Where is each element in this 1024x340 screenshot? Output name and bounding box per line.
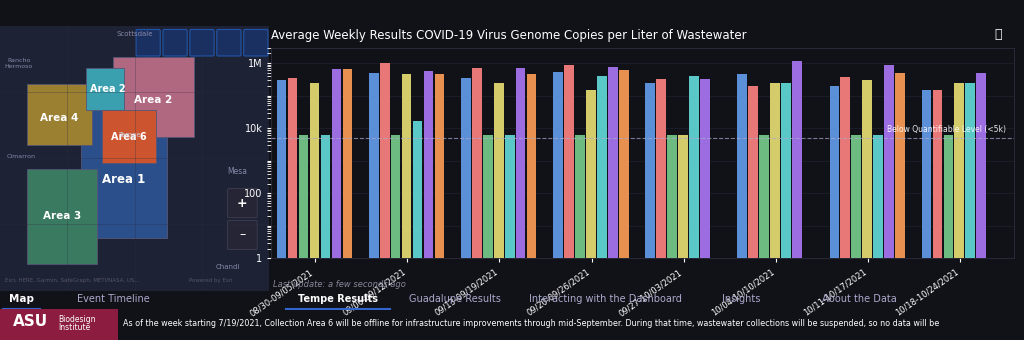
Text: Area 6: Area 6 — [112, 132, 147, 142]
Bar — [321, 135, 331, 258]
FancyBboxPatch shape — [189, 30, 214, 56]
Text: About the Data: About the Data — [822, 294, 897, 304]
Bar — [793, 61, 802, 258]
Bar — [332, 69, 341, 258]
Bar — [966, 83, 975, 258]
Text: Map: Map — [9, 294, 34, 304]
FancyBboxPatch shape — [136, 30, 160, 56]
Bar — [749, 86, 758, 258]
Bar — [943, 135, 953, 258]
Bar — [424, 71, 433, 258]
Text: Institute: Institute — [58, 323, 90, 332]
Bar — [472, 68, 481, 258]
Bar — [608, 67, 617, 258]
Text: Chandi: Chandi — [215, 265, 240, 271]
Text: Rancho
Hermoso: Rancho Hermoso — [5, 58, 33, 69]
Text: ASU: ASU — [13, 314, 48, 329]
Bar — [597, 76, 606, 258]
Text: Below Quantifiable Level (<5k): Below Quantifiable Level (<5k) — [888, 125, 1007, 134]
Text: Esri, HERE, Garmin, SafeGraph, METI/NASA, US...: Esri, HERE, Garmin, SafeGraph, METI/NASA… — [5, 278, 140, 283]
Text: Mesa: Mesa — [227, 167, 247, 176]
Bar — [413, 121, 422, 258]
Bar — [895, 73, 905, 258]
Polygon shape — [81, 110, 167, 238]
Bar — [645, 83, 655, 258]
Bar — [922, 90, 931, 258]
Text: Area 2: Area 2 — [90, 84, 126, 94]
Bar — [678, 135, 688, 258]
FancyBboxPatch shape — [227, 189, 257, 218]
Bar — [553, 72, 563, 258]
FancyBboxPatch shape — [227, 220, 257, 250]
Text: Biodesign: Biodesign — [58, 315, 96, 324]
Bar — [401, 74, 412, 258]
Text: Cimarron: Cimarron — [7, 154, 36, 159]
Text: Area 4: Area 4 — [40, 113, 79, 123]
Bar — [505, 135, 514, 258]
Bar — [309, 83, 319, 258]
Text: Interacting with the Dashboard: Interacting with the Dashboard — [529, 294, 682, 304]
Text: Tempe Results: Tempe Results — [298, 294, 378, 304]
Text: Insights: Insights — [722, 294, 760, 304]
Text: Scottsdale: Scottsdale — [117, 31, 153, 37]
Bar — [977, 73, 986, 258]
Bar — [494, 83, 504, 258]
Text: –: – — [240, 228, 246, 241]
Bar — [656, 79, 666, 258]
Text: As of the week starting 7/19/2021, Collection Area 6 will be offline for infrast: As of the week starting 7/19/2021, Colle… — [123, 319, 939, 328]
Bar — [841, 77, 850, 258]
Text: Area 3: Area 3 — [43, 211, 81, 221]
Bar — [829, 86, 839, 258]
Text: Area 2: Area 2 — [134, 95, 173, 105]
Bar — [299, 135, 308, 258]
Bar — [0, 309, 118, 340]
Bar — [516, 68, 525, 258]
Bar — [689, 76, 698, 258]
Text: Event Timeline: Event Timeline — [77, 294, 150, 304]
Text: ⤢: ⤢ — [994, 28, 1002, 40]
Polygon shape — [102, 110, 157, 164]
Bar — [276, 80, 287, 258]
Bar — [526, 74, 537, 258]
Polygon shape — [27, 169, 97, 264]
Text: Area 1: Area 1 — [102, 173, 145, 186]
Bar — [668, 135, 677, 258]
Bar — [343, 69, 352, 258]
Bar — [873, 135, 883, 258]
Bar — [885, 65, 894, 258]
Bar — [700, 79, 710, 258]
Polygon shape — [27, 84, 91, 145]
FancyBboxPatch shape — [163, 30, 187, 56]
Text: Guadalupe Results: Guadalupe Results — [410, 294, 501, 304]
Text: Tempe: Tempe — [118, 132, 140, 138]
Bar — [380, 63, 389, 258]
Bar — [564, 65, 573, 258]
Bar — [933, 90, 942, 258]
Bar — [434, 74, 444, 258]
Text: Last update: a few seconds ago: Last update: a few seconds ago — [273, 280, 407, 289]
FancyBboxPatch shape — [217, 30, 241, 56]
Bar — [862, 80, 872, 258]
Bar — [575, 135, 585, 258]
Bar — [618, 70, 629, 258]
Bar — [288, 78, 297, 258]
Text: Powered by Esri: Powered by Esri — [188, 278, 232, 283]
Bar — [586, 90, 596, 258]
Bar — [737, 74, 748, 258]
Polygon shape — [113, 57, 194, 137]
Bar — [954, 83, 965, 258]
Text: +: + — [238, 197, 248, 210]
FancyBboxPatch shape — [244, 30, 268, 56]
Polygon shape — [86, 68, 124, 110]
Bar — [461, 78, 471, 258]
Bar — [770, 83, 780, 258]
Bar — [391, 135, 400, 258]
Bar — [483, 135, 493, 258]
Bar — [781, 83, 791, 258]
Text: Average Weekly Results COVID-19 Virus Genome Copies per Liter of Wastewater: Average Weekly Results COVID-19 Virus Ge… — [271, 29, 746, 42]
Bar — [369, 73, 379, 258]
Bar — [760, 135, 769, 258]
Bar — [851, 135, 861, 258]
